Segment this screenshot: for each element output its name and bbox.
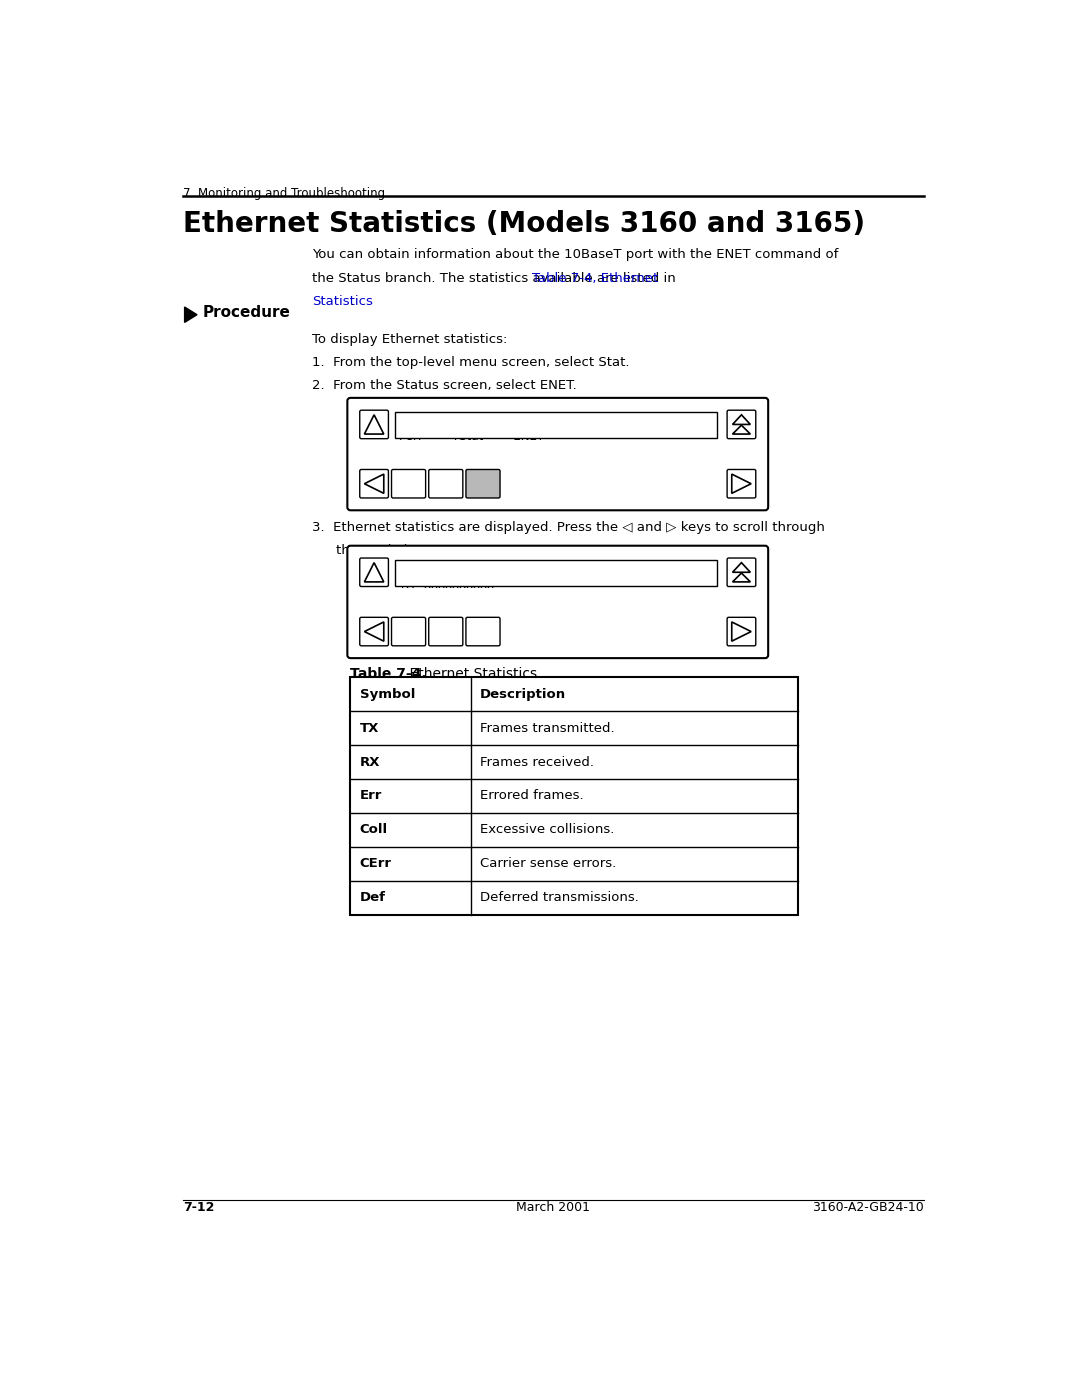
Text: 7. Monitoring and Troubleshooting: 7. Monitoring and Troubleshooting: [183, 187, 386, 200]
FancyBboxPatch shape: [727, 469, 756, 497]
Text: Def: Def: [360, 891, 386, 904]
Text: Table 7-4, Ethernet: Table 7-4, Ethernet: [531, 271, 658, 285]
Text: Frames transmitted.: Frames transmitted.: [480, 722, 615, 735]
Text: Carrier sense errors.: Carrier sense errors.: [480, 858, 616, 870]
Text: 7-12: 7-12: [183, 1201, 215, 1214]
Bar: [350, 678, 798, 915]
Text: 1.  From the top-level menu screen, select Stat.: 1. From the top-level menu screen, selec…: [312, 356, 630, 369]
Text: TX=xxxxxxxxxx: TX=xxxxxxxxxx: [400, 578, 495, 591]
Text: 3.  Ethernet statistics are displayed. Press the ◁ and ▷ keys to scroll through: 3. Ethernet statistics are displayed. Pr…: [312, 521, 824, 534]
Text: Frames received.: Frames received.: [480, 756, 594, 768]
Text: Description: Description: [480, 687, 566, 701]
FancyBboxPatch shape: [727, 557, 756, 587]
Text: F1: F1: [402, 627, 416, 637]
Text: Err: Err: [360, 789, 382, 802]
FancyBboxPatch shape: [392, 469, 426, 497]
Text: Symbol: Symbol: [360, 687, 415, 701]
FancyBboxPatch shape: [727, 617, 756, 645]
FancyBboxPatch shape: [360, 469, 389, 497]
Text: 3160-A2-GB24-10: 3160-A2-GB24-10: [812, 1201, 924, 1214]
Text: You can obtain information about the 10BaseT port with the ENET command of: You can obtain information about the 10B…: [312, 249, 838, 261]
Text: Coll: Coll: [360, 823, 388, 837]
Text: F3: F3: [476, 479, 489, 489]
Text: Table 7-4.: Table 7-4.: [350, 668, 427, 682]
Text: Deferred transmissions.: Deferred transmissions.: [480, 891, 638, 904]
FancyBboxPatch shape: [392, 617, 426, 645]
FancyBboxPatch shape: [465, 469, 500, 497]
FancyBboxPatch shape: [360, 557, 389, 587]
FancyBboxPatch shape: [360, 617, 389, 645]
Text: Status:: Status:: [400, 416, 441, 429]
Text: 2.  From the Status screen, select ENET.: 2. From the Status screen, select ENET.: [312, 380, 577, 393]
Text: Ethernet Statistics: Ethernet Statistics: [392, 668, 537, 682]
Text: F1: F1: [402, 479, 416, 489]
Text: Perf        TStat        ENET: Perf TStat ENET: [400, 430, 544, 443]
FancyBboxPatch shape: [348, 398, 768, 510]
Text: Ethernet Statistics (Models 3160 and 3165): Ethernet Statistics (Models 3160 and 316…: [183, 210, 865, 237]
Text: March 2001: March 2001: [516, 1201, 591, 1214]
Text: the statistics.: the statistics.: [337, 545, 427, 557]
Text: F2: F2: [440, 627, 453, 637]
Text: F2: F2: [440, 479, 453, 489]
Text: .: .: [350, 295, 354, 307]
Text: To display Ethernet statistics:: To display Ethernet statistics:: [312, 334, 508, 346]
Bar: [394, 412, 717, 437]
Text: RX: RX: [360, 756, 380, 768]
Text: F3: F3: [476, 627, 489, 637]
Text: CErr: CErr: [360, 858, 392, 870]
Text: the Status branch. The statistics available are listed in: the Status branch. The statistics availa…: [312, 271, 679, 285]
FancyBboxPatch shape: [360, 411, 389, 439]
FancyBboxPatch shape: [348, 546, 768, 658]
Text: TX: TX: [360, 722, 379, 735]
Text: Ethernet:: Ethernet:: [400, 564, 455, 577]
Text: Procedure: Procedure: [202, 306, 291, 320]
Bar: [394, 560, 717, 585]
FancyBboxPatch shape: [429, 617, 463, 645]
FancyBboxPatch shape: [465, 617, 500, 645]
Text: Excessive collisions.: Excessive collisions.: [480, 823, 615, 837]
FancyBboxPatch shape: [727, 411, 756, 439]
Text: Errored frames.: Errored frames.: [480, 789, 583, 802]
Polygon shape: [185, 307, 197, 323]
FancyBboxPatch shape: [429, 469, 463, 497]
Text: Statistics: Statistics: [312, 295, 373, 307]
